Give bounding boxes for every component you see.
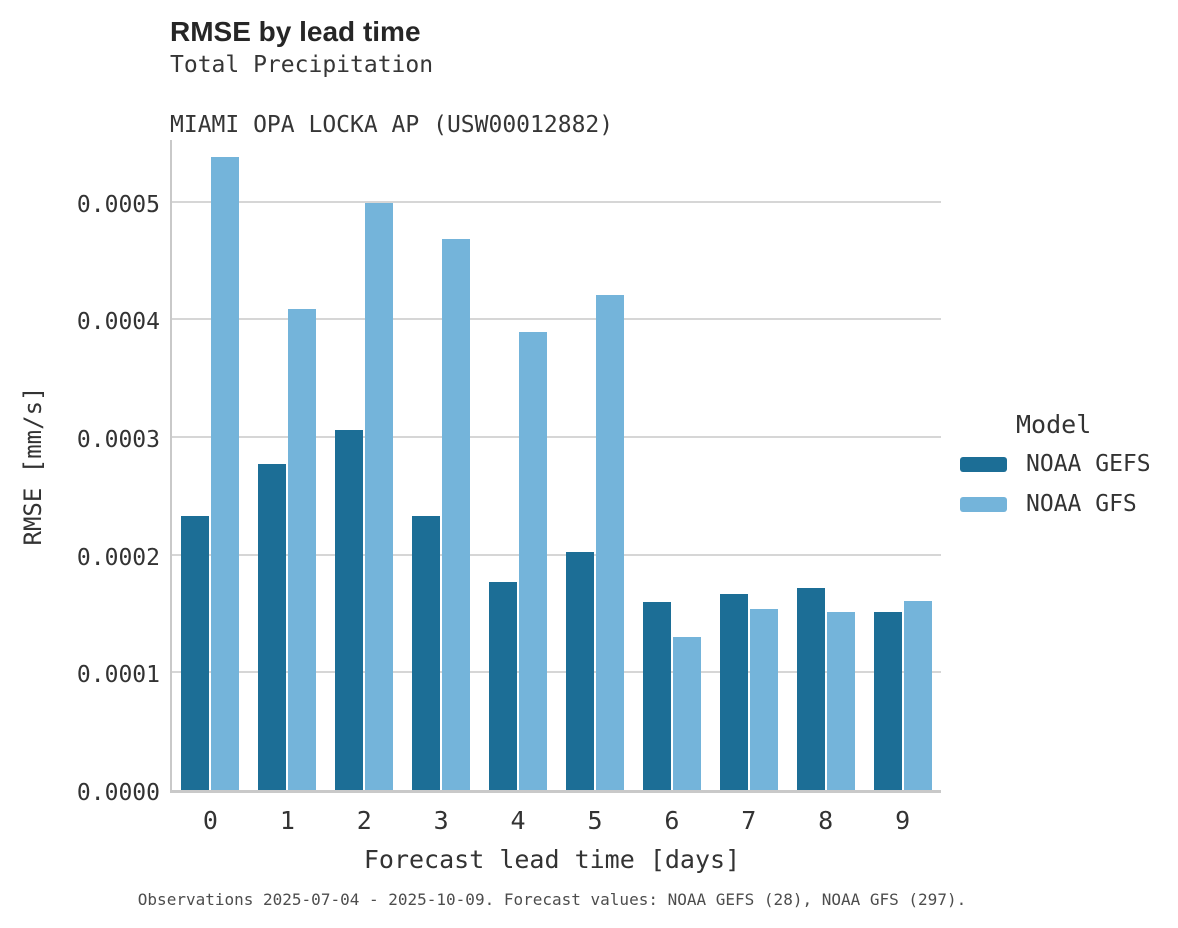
bar-group-day-8: 8 (787, 140, 864, 835)
bar-noaa-gefs-day-0 (181, 515, 210, 790)
bar-group-day-4: 4 (480, 140, 557, 835)
bar-noaa-gfs-day-9 (903, 600, 932, 790)
y-tick-label-0.0002: 0.0002 (76, 544, 160, 571)
y-tick-label-0.0001: 0.0001 (76, 662, 160, 689)
y-tick-label-0.0003: 0.0003 (76, 427, 160, 454)
legend-title: Model (1016, 410, 1092, 439)
bar-group-day-1: 1 (249, 140, 326, 835)
bar-noaa-gefs-day-8 (796, 587, 825, 790)
bar-noaa-gfs-day-2 (365, 202, 394, 790)
bar-group-day-6: 6 (633, 140, 710, 835)
bar-noaa-gefs-day-6 (642, 601, 671, 790)
x-tick-label-1: 1 (279, 806, 295, 835)
x-tick-label-0: 0 (202, 806, 218, 835)
chart-subtitle: Total Precipitation MIAMI OPA LOCKA AP (… (170, 50, 613, 140)
x-tick-label-2: 2 (356, 806, 372, 835)
bar-noaa-gfs-day-8 (826, 612, 855, 790)
legend-swatch-noaa-gefs (960, 456, 1007, 472)
x-tick-label-9: 9 (895, 806, 911, 835)
bar-noaa-gefs-day-3 (412, 515, 441, 790)
bar-noaa-gefs-day-9 (873, 612, 902, 790)
legend-item-noaa-gfs: NOAA GFS (960, 491, 1151, 517)
y-tick-label-0.0005: 0.0005 (76, 191, 160, 218)
y-tick-label-0.0000: 0.0000 (76, 780, 160, 806)
subtitle-variable: Total Precipitation (170, 52, 434, 78)
bar-noaa-gefs-day-2 (335, 429, 364, 790)
bar-group-day-3: 3 (403, 140, 480, 835)
gridline-0.0002 (172, 553, 941, 556)
chart-title: RMSE by lead time (170, 16, 421, 47)
gridline-0.0003 (172, 436, 941, 439)
x-tick-label-8: 8 (818, 806, 834, 835)
bar-groups: 0 1 2 3 4 5 6 7 8 9 (172, 140, 941, 835)
bar-noaa-gfs-day-4 (519, 332, 548, 790)
bar-noaa-gefs-day-4 (489, 581, 518, 790)
bar-noaa-gfs-day-3 (442, 239, 471, 790)
legend-item-noaa-gefs: NOAA GEFS (960, 451, 1151, 477)
bar-noaa-gfs-day-7 (749, 608, 778, 790)
gridline-0.0004 (172, 318, 941, 321)
bar-noaa-gefs-day-7 (719, 593, 748, 790)
bar-group-day-9: 9 (864, 140, 941, 835)
subtitle-station: MIAMI OPA LOCKA AP (USW00012882) (170, 112, 614, 138)
bar-group-day-2: 2 (326, 140, 403, 835)
bar-group-day-7: 7 (710, 140, 787, 835)
x-tick-label-6: 6 (664, 806, 680, 835)
x-tick-label-5: 5 (587, 806, 603, 835)
y-axis-label: RMSE [mm/s] (19, 386, 47, 546)
bar-noaa-gfs-day-1 (288, 308, 317, 790)
x-tick-label-7: 7 (741, 806, 757, 835)
bar-group-day-5: 5 (557, 140, 634, 835)
gridline-0.0005 (172, 200, 941, 203)
bar-noaa-gefs-day-1 (258, 464, 287, 790)
legend-label-noaa-gfs: NOAA GFS (1026, 491, 1137, 517)
bar-group-day-0: 0 (172, 140, 249, 835)
legend: Model NOAA GEFS NOAA GFS (960, 410, 1151, 531)
gridline-0.0001 (172, 671, 941, 674)
plot-area: 0.0000 0.0001 0.0002 0.0003 0.0004 0.0005 0 1 2… (77, 140, 941, 835)
legend-swatch-noaa-gfs (960, 496, 1007, 512)
bar-noaa-gefs-day-5 (565, 552, 594, 790)
x-tick-label-3: 3 (433, 806, 449, 835)
legend-label-noaa-gefs: NOAA GEFS (1026, 451, 1151, 477)
bar-noaa-gfs-day-0 (211, 157, 240, 790)
bar-noaa-gfs-day-6 (672, 637, 701, 790)
bar-noaa-gfs-day-5 (595, 294, 624, 790)
caption-observations: Observations 2025-07-04 - 2025-10-09. Fo… (137, 890, 967, 909)
x-axis-label: Forecast lead time [days] (363, 845, 741, 874)
y-tick-label-0.0004: 0.0004 (76, 309, 160, 336)
x-tick-label-4: 4 (510, 806, 526, 835)
